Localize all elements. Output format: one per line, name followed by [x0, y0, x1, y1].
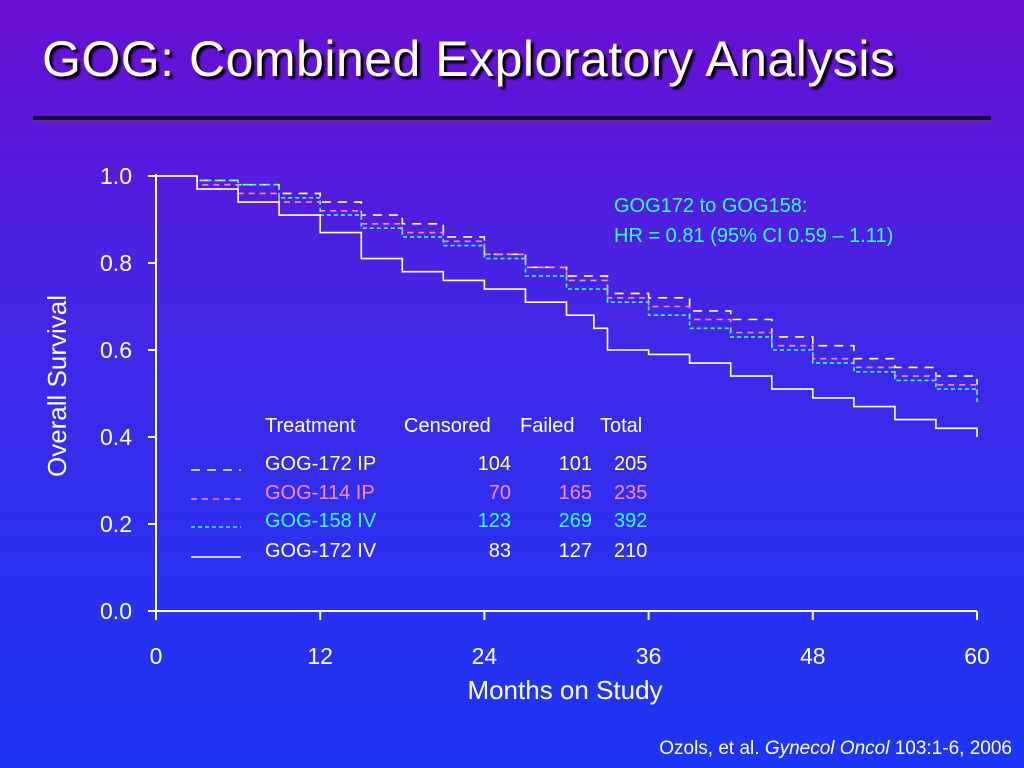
citation: Ozols, et al. Gynecol Oncol 103:1-6, 200…	[659, 738, 1012, 760]
y-tick-label: 0.0	[100, 598, 132, 624]
hr-annotation-line: GOG172 to GOG158:	[614, 195, 807, 217]
legend-treatment: GOG-158 IV	[265, 510, 377, 532]
legend-censored: 123	[478, 510, 511, 532]
legend-censored: 70	[489, 482, 511, 504]
legend-header-failed: Failed	[520, 415, 574, 437]
legend-total: 210	[614, 540, 647, 562]
legend-total: 392	[614, 510, 647, 532]
legend-failed: 127	[559, 540, 592, 562]
legend-censored: 83	[489, 540, 511, 562]
survival-curve-gog-172-ip	[156, 175, 978, 385]
survival-curve-gog-172-iv	[156, 175, 978, 437]
legend-treatment: GOG-172 IP	[265, 453, 376, 475]
citation-authors: Ozols, et al.	[659, 738, 760, 759]
legend-censored: 104	[478, 453, 511, 475]
legend-total: 235	[614, 482, 647, 504]
y-tick-label: 0.2	[100, 511, 132, 537]
y-tick-label: 1.0	[100, 163, 132, 189]
x-axis-title: Months on Study	[467, 675, 662, 705]
x-tick-label: 0	[150, 643, 163, 669]
x-tick-label: 24	[472, 643, 498, 669]
title-divider	[33, 116, 991, 122]
x-tick-label: 12	[307, 643, 333, 669]
citation-ref: 103:1-6, 2006	[894, 738, 1012, 759]
legend-failed: 165	[559, 482, 592, 504]
legend-treatment: GOG-172 IV	[265, 540, 377, 562]
x-tick-label: 48	[800, 643, 826, 669]
citation-journal: Gynecol Oncol	[764, 738, 890, 759]
legend-total: 205	[614, 453, 647, 475]
x-tick-label: 60	[964, 643, 990, 669]
legend-failed: 269	[559, 510, 592, 532]
survival-curve-gog-114-ip	[156, 175, 978, 394]
slide-title: GOG: Combined Exploratory Analysis	[42, 31, 896, 87]
legend-header-treatment: Treatment	[265, 415, 356, 437]
legend-treatment: GOG-114 IP	[265, 482, 375, 504]
y-axis-title: Overall Survival	[42, 295, 72, 477]
hr-annotation-line: HR = 0.81 (95% CI 0.59 – 1.11)	[614, 225, 893, 247]
y-tick-label: 0.4	[100, 424, 132, 450]
legend-failed: 101	[559, 453, 592, 475]
legend-header-censored: Censored	[404, 415, 491, 437]
legend-header-total: Total	[600, 415, 642, 437]
y-tick-label: 0.6	[100, 337, 132, 363]
x-tick-label: 36	[636, 643, 662, 669]
y-tick-label: 0.8	[100, 250, 132, 276]
